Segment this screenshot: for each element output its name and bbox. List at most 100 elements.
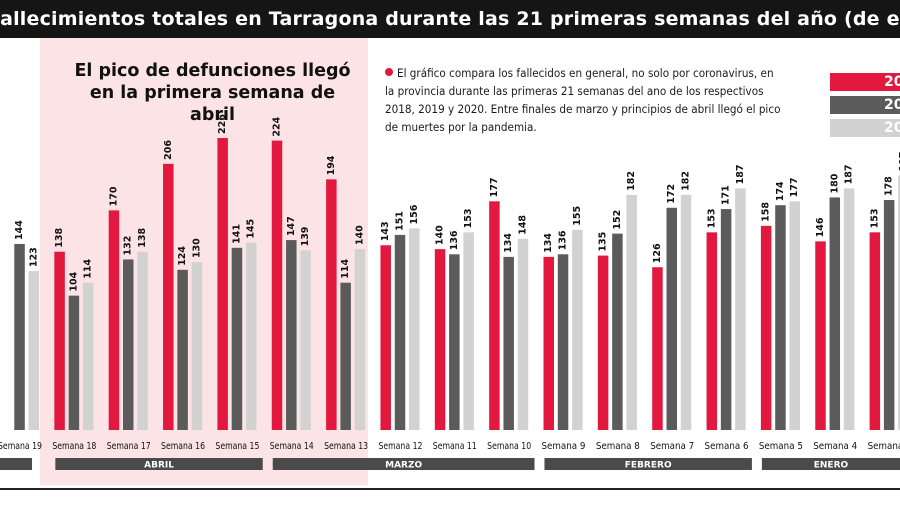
value-label-2019-semana-14: 147 <box>286 216 297 236</box>
bar-2019-semana-7 <box>666 207 677 430</box>
value-label-2020-semana-16: 206 <box>163 140 174 160</box>
value-label-2019-semana-17: 132 <box>123 236 134 256</box>
week-label-semana-7: Semana 7 <box>650 441 694 452</box>
bar-2019-semana-14 <box>286 240 297 430</box>
bar-2018-semana-9 <box>572 229 583 430</box>
bar-2018-semana-6 <box>735 188 746 430</box>
bar-2018-semana-17 <box>137 251 148 430</box>
value-label-2019-semana-12: 151 <box>395 211 406 231</box>
month-band-cut <box>0 458 32 470</box>
value-label-2018-semana-4: 187 <box>844 165 855 185</box>
bar-2018-semana-16 <box>191 262 203 430</box>
week-label-semana-10: Semana 10 <box>487 441 531 452</box>
bar-2019-semana-6 <box>720 209 732 430</box>
bar-2018-semana-8 <box>626 194 637 430</box>
value-label-2020-semana-5: 158 <box>761 202 772 222</box>
value-label-2020-semana-6: 153 <box>706 208 717 228</box>
bar-2018-semana-11 <box>463 232 474 430</box>
value-label-2020-semana-18: 138 <box>54 227 65 247</box>
value-label-2019-semana-9: 136 <box>558 230 569 250</box>
value-label-2019-semana-3: 178 <box>884 176 895 196</box>
month-band-enero <box>761 458 900 470</box>
value-label-2019-semana-18: 104 <box>68 271 79 291</box>
bar-2018-semana-7 <box>680 194 692 430</box>
value-label-2020-semana-9: 134 <box>543 233 554 253</box>
value-label-2020-semana-15: 226 <box>217 114 228 134</box>
week-label-semana-6: Semana 6 <box>705 441 749 452</box>
week-label-semana-15: Semana 15 <box>215 441 259 452</box>
bar-2019-semana-3 <box>883 200 895 430</box>
value-label-2018-semana-3: 197 <box>898 152 900 172</box>
week-label-semana-14: Semana 14 <box>270 441 314 452</box>
peak-highlight-band <box>40 38 368 485</box>
peak-headline: El pico de defunciones llegó en la prime… <box>70 60 355 126</box>
bullet-dot-icon <box>385 68 393 76</box>
value-label-2020-semana-12: 143 <box>380 221 391 241</box>
value-label-2018-semana-15: 145 <box>246 219 257 239</box>
bar-2020-semana-3 <box>869 232 881 430</box>
bar-2019-semana-19 <box>14 243 25 430</box>
month-band-febrero <box>544 458 752 470</box>
value-label-2019-semana-10: 134 <box>503 233 514 253</box>
bar-2018-semana-3 <box>898 175 900 430</box>
value-label-2018-semana-18: 114 <box>83 258 94 278</box>
value-label-2019-semana-11: 136 <box>449 230 460 250</box>
value-label-2019-semana-4: 180 <box>829 173 840 193</box>
bar-2019-semana-12 <box>394 234 406 430</box>
value-label-2020-semana-14: 224 <box>272 116 283 136</box>
bar-2019-semana-8 <box>612 233 623 430</box>
bar-2018-semana-18 <box>82 282 94 430</box>
chart-title: Fallecimientos totales en Tarragona dura… <box>0 8 900 30</box>
value-label-2018-semana-6: 187 <box>735 165 746 185</box>
legend-label-2018: 2018 <box>884 120 900 136</box>
week-label-semana-4: Semana 4 <box>813 441 857 452</box>
week-label-semana-12: Semana 12 <box>378 441 422 452</box>
value-label-2019-semana-19: 144 <box>14 220 25 240</box>
month-band-marzo <box>272 458 535 470</box>
bottom-rule <box>0 488 900 490</box>
value-label-2020-semana-11: 140 <box>435 225 446 245</box>
bar-2019-semana-17 <box>123 259 134 430</box>
value-label-2020-semana-3: 153 <box>869 208 880 228</box>
value-label-2018-semana-19: 123 <box>28 247 39 267</box>
value-label-2019-semana-13: 114 <box>340 258 351 278</box>
bar-2018-semana-13 <box>354 249 366 430</box>
value-label-2018-semana-14: 139 <box>300 227 311 247</box>
bar-2020-semana-5 <box>760 225 772 430</box>
month-label-enero: ENERO <box>814 461 849 471</box>
week-label-semana-5: Semana 5 <box>759 441 803 452</box>
explanatory-note-text: El gráfico compara los fallecidos en gen… <box>385 66 781 134</box>
month-label-marzo: MARZO <box>385 461 422 471</box>
peak-headline-line-1: El pico de defunciones llegó <box>74 61 351 81</box>
bar-2020-semana-16 <box>163 163 174 430</box>
bar-2019-semana-9 <box>557 254 569 430</box>
month-label-febrero: FEBRERO <box>625 461 672 471</box>
bar-2020-semana-7 <box>652 267 663 430</box>
value-label-2018-semana-9: 155 <box>572 206 583 226</box>
chart-title-bar: Fallecimientos totales en Tarragona dura… <box>0 0 900 38</box>
value-label-2020-semana-10: 177 <box>489 177 500 197</box>
bar-2020-semana-18 <box>54 251 65 430</box>
bar-2020-semana-10 <box>489 201 500 430</box>
week-label-semana-13: Semana 13 <box>324 441 368 452</box>
week-label-semana-17: Semana 17 <box>107 441 151 452</box>
explanatory-note: El gráfico compara los fallecidos en gen… <box>385 64 785 136</box>
value-label-2018-semana-16: 130 <box>191 238 202 258</box>
value-label-2020-semana-7: 126 <box>652 243 663 263</box>
value-label-2019-semana-7: 172 <box>666 184 677 204</box>
value-label-2019-semana-5: 174 <box>775 181 786 201</box>
bar-2018-semana-15 <box>246 242 257 430</box>
value-label-2018-semana-12: 156 <box>409 204 420 224</box>
bar-2018-semana-12 <box>409 228 420 430</box>
bar-2019-semana-5 <box>775 205 786 430</box>
value-label-2019-semana-16: 124 <box>177 246 188 266</box>
bar-2019-semana-15 <box>231 247 243 430</box>
value-label-2019-semana-6: 171 <box>721 185 732 205</box>
bar-2020-semana-4 <box>815 241 826 430</box>
value-label-2018-semana-7: 182 <box>681 171 692 191</box>
bar-2020-semana-17 <box>108 210 120 430</box>
bar-2020-semana-12 <box>380 245 391 430</box>
bar-2020-semana-13 <box>326 179 337 430</box>
bar-2018-semana-10 <box>517 238 529 430</box>
